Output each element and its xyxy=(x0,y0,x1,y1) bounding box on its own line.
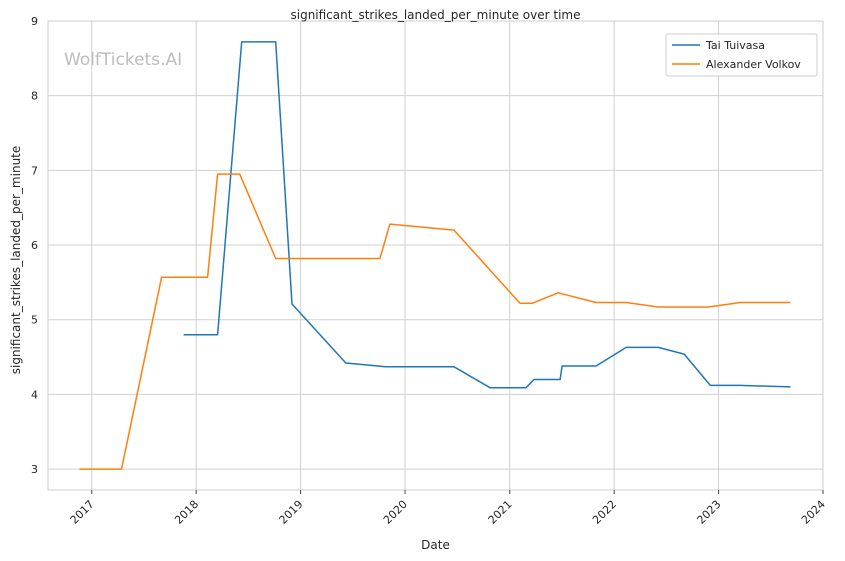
series-line-tai-tuivasa xyxy=(183,41,791,389)
grid-layer xyxy=(48,20,824,490)
y-tick-label: 6 xyxy=(31,239,38,252)
y-tick-label: 4 xyxy=(31,388,38,401)
y-tick-labels: 3 4 5 6 7 8 9 xyxy=(31,15,38,476)
x-tick-label: 2022 xyxy=(590,498,619,527)
chart-title: significant_strikes_landed_per_minute ov… xyxy=(290,8,580,22)
legend-label-alexander-volkov: Alexander Volkov xyxy=(706,58,801,71)
legend-label-tai-tuivasa: Tai Tuivasa xyxy=(705,39,765,52)
x-tick-label: 2017 xyxy=(68,498,97,527)
x-tick-label: 2018 xyxy=(172,498,201,527)
y-tick-label: 9 xyxy=(31,15,38,28)
series-line-alexander-volkov xyxy=(79,173,791,470)
x-tick-label: 2023 xyxy=(695,498,724,527)
legend: Tai Tuivasa Alexander Volkov xyxy=(665,33,818,77)
legend-box xyxy=(665,33,818,77)
x-axis-label: Date xyxy=(421,538,450,552)
x-tick-label: 2019 xyxy=(277,498,306,527)
series-layer xyxy=(79,41,791,470)
x-tick-label: 2024 xyxy=(799,498,828,527)
y-tick-label: 3 xyxy=(31,463,38,476)
plot-frame xyxy=(47,20,824,491)
y-tick-label: 7 xyxy=(31,164,38,177)
watermark: WolfTickets.AI xyxy=(64,50,182,70)
y-axis-label: significant_strikes_landed_per_minute xyxy=(9,146,23,375)
x-tick-labels: 2017 2018 2019 2020 2021 2022 2023 2024 xyxy=(68,490,828,527)
x-tick-label: 2021 xyxy=(486,498,515,527)
y-tick-label: 5 xyxy=(31,314,38,327)
y-tick-label: 8 xyxy=(31,90,38,103)
x-tick-label: 2020 xyxy=(381,498,410,527)
